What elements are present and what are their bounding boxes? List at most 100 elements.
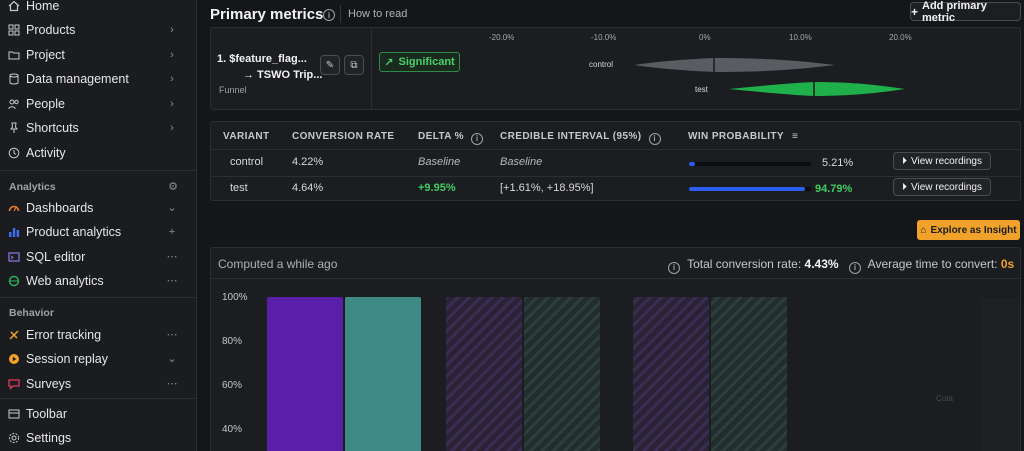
view-recordings-button[interactable]: ⏵ View recordings [893, 178, 991, 196]
violin-test [729, 82, 905, 96]
toolbar-icon [8, 408, 20, 420]
sidebar-item-settings[interactable]: Settings [0, 427, 196, 449]
column-header-delta: DELTA % i [418, 131, 484, 145]
chevron-down-icon[interactable]: ⌄ [167, 202, 177, 214]
significance-label: Significant [398, 56, 455, 68]
win-probability-fill [689, 162, 696, 166]
metric-step-name: → TSWO Trip... [243, 69, 323, 81]
sidebar-item-data-management[interactable]: Data management › [0, 68, 196, 90]
chevron-right-icon: › [170, 24, 174, 36]
chevron-down-icon[interactable]: ⌄ [167, 353, 177, 365]
chevron-right-icon: › [170, 49, 174, 61]
sidebar-item-home[interactable]: Home [0, 0, 196, 17]
avg-time-label: Average time to convert: [867, 257, 998, 271]
sidebar: Home Products › Project › Data managemen… [0, 0, 197, 451]
more-icon[interactable]: ⋯ [166, 329, 178, 341]
info-icon[interactable]: i [323, 9, 335, 21]
funnel-bar-test-step-1[interactable] [345, 297, 421, 451]
sidebar-item-dashboards[interactable]: Dashboards ⌄ [0, 197, 196, 219]
sidebar-item-products[interactable]: Products › [0, 19, 196, 41]
sidebar-item-error-tracking[interactable]: Error tracking ⋯ [0, 324, 196, 346]
chart-right-shade [981, 298, 1020, 451]
view-recordings-label: View recordings [911, 181, 982, 193]
more-icon[interactable]: ⋯ [166, 378, 178, 390]
total-conversion-value: 4.43% [804, 257, 839, 271]
sidebar-item-label: SQL editor [26, 250, 86, 264]
delta-violin-chart [634, 58, 905, 96]
people-icon [8, 98, 20, 110]
total-conversion-rate: i Total conversion rate: 4.43% [668, 257, 839, 274]
sidebar-item-label: Settings [26, 431, 72, 445]
sidebar-item-label: Home [26, 0, 60, 13]
funnel-bar-control-step-1[interactable] [267, 297, 343, 451]
divider [211, 278, 1020, 279]
web-icon [8, 275, 20, 287]
page-title: Primary metrics [210, 6, 324, 23]
sidebar-item-label: Products [26, 23, 76, 37]
sidebar-item-activity[interactable]: Activity [0, 142, 196, 164]
cell-delta: Baseline [418, 156, 461, 168]
column-header-win-label: WIN PROBABILITY [688, 131, 784, 142]
sidebar-item-sql-editor[interactable]: SQL editor ⋯ [0, 246, 196, 268]
y-tick-label: 60% [222, 380, 243, 391]
info-icon[interactable]: i [648, 132, 661, 145]
sql-icon [8, 251, 20, 263]
sidebar-item-web-analytics[interactable]: Web analytics ⋯ [0, 270, 196, 292]
win-probability-bar [689, 162, 811, 166]
sort-icon[interactable]: ≡ [792, 131, 799, 142]
sidebar-item-session-replay[interactable]: Session replay ⌄ [0, 348, 196, 370]
sidebar-item-people[interactable]: People › [0, 93, 196, 115]
sidebar-item-toolbar[interactable]: Toolbar [0, 403, 196, 425]
replay-icon [8, 353, 20, 365]
chevron-right-icon: › [170, 122, 174, 134]
explore-as-insight-label: Explore as Insight [930, 224, 1017, 236]
home-icon [8, 0, 20, 12]
sidebar-item-label: People [26, 97, 65, 111]
database-icon [8, 73, 20, 85]
divider [371, 28, 372, 109]
info-icon[interactable]: i [849, 261, 861, 274]
how-to-read-link[interactable]: How to read [348, 8, 408, 20]
more-icon[interactable]: ⋯ [166, 251, 178, 263]
add-primary-metric-button[interactable]: + Add primary metric [910, 0, 1021, 24]
sidebar-item-label: Activity [26, 146, 66, 160]
sidebar-item-project[interactable]: Project › [0, 44, 196, 66]
survey-icon [8, 378, 20, 390]
cell-delta: +9.95% [418, 182, 456, 194]
sidebar-item-label: Data management [26, 72, 129, 86]
grid-icon [8, 24, 20, 36]
sidebar-item-product-analytics[interactable]: Product analytics + [0, 221, 196, 243]
plus-icon[interactable]: + [168, 226, 176, 238]
edit-metric-button[interactable]: ✎ [320, 55, 340, 75]
more-icon[interactable]: ⋯ [166, 275, 178, 287]
sidebar-item-surveys[interactable]: Surveys ⋯ [0, 373, 196, 395]
bar-chart-icon [8, 226, 20, 238]
funnel-bar-test-step-3[interactable] [711, 297, 787, 451]
sidebar-item-label: Shortcuts [26, 121, 79, 135]
column-header-delta-label: DELTA % [418, 131, 464, 142]
y-tick-label: 100% [222, 292, 248, 303]
cell-conversion-rate: 4.22% [292, 156, 324, 168]
metric-name[interactable]: 1. $feature_flag... [217, 53, 307, 65]
funnel-bar-control-step-3[interactable] [633, 297, 709, 451]
view-recordings-button[interactable]: ⏵ View recordings [893, 152, 991, 170]
significance-badge: ↗ Significant [379, 52, 460, 72]
y-tick-label: 80% [222, 336, 243, 347]
pencil-icon: ✎ [325, 59, 335, 71]
play-circle-icon: ⏵ [902, 155, 908, 167]
explore-as-insight-button[interactable]: ⌂ Explore as Insight [917, 220, 1020, 240]
gear-icon[interactable]: ⚙ [168, 181, 178, 193]
info-icon[interactable]: i [471, 132, 484, 145]
sidebar-item-shortcuts[interactable]: Shortcuts › [0, 117, 196, 139]
computed-status: Computed a while ago [218, 257, 338, 271]
sidebar-item-label: Toolbar [26, 407, 67, 421]
funnel-bar-test-step-2[interactable] [524, 297, 600, 451]
funnel-bar-chart [267, 297, 1020, 451]
funnel-bar-control-step-2[interactable] [446, 297, 522, 451]
duplicate-metric-button[interactable]: ⧉ [344, 55, 364, 75]
folder-icon [8, 49, 20, 61]
cell-win-probability: 5.21% [822, 157, 854, 169]
chevron-right-icon: › [170, 73, 174, 85]
info-icon[interactable]: i [668, 261, 680, 274]
